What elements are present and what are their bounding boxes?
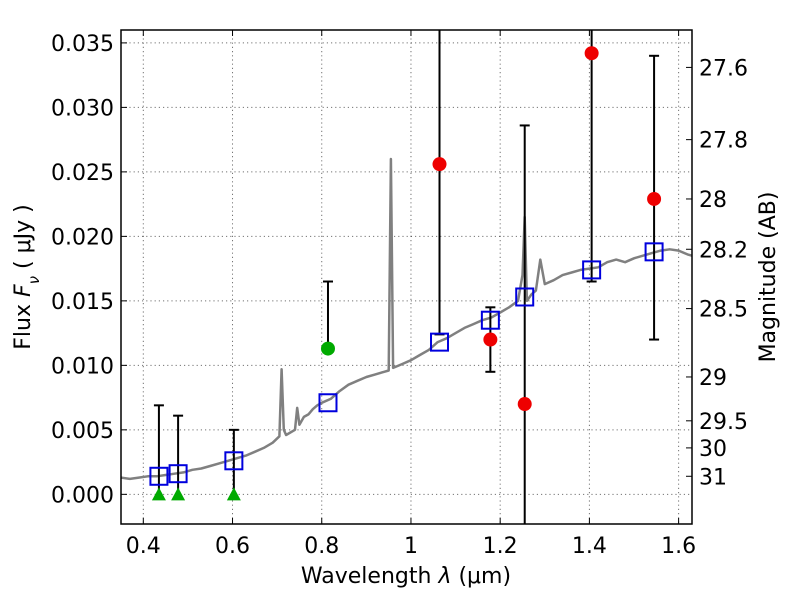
model-photometry-square: [318, 393, 338, 413]
y-tick-label: 0.010: [51, 354, 114, 379]
model-photometry-square: [224, 451, 244, 471]
model-photometry-square: [430, 332, 450, 352]
x-tick-label: 1.6: [661, 534, 696, 559]
y2-tick-label: 28.2: [699, 238, 748, 263]
grid-lines: [121, 30, 692, 524]
x-tick-label: 0.6: [215, 534, 250, 559]
model-spectrum-line: [121, 157, 692, 481]
observed-flux-point: [320, 341, 335, 356]
y-tick-label: 0.020: [51, 225, 114, 250]
y2-tick-label: 27.8: [699, 129, 748, 154]
observed-flux-point: [432, 157, 447, 172]
x-tick-label: 1.4: [572, 534, 607, 559]
observed-flux-point: [517, 397, 532, 412]
x-axis-title: Wavelength λ (μm): [301, 564, 511, 589]
observed-flux-point: [584, 46, 599, 61]
observed-flux-point: [647, 191, 662, 206]
model-photometry-square: [582, 260, 602, 280]
y2-tick-label: 28.5: [699, 298, 748, 323]
x-tick-label: 0.4: [126, 534, 161, 559]
model-photometry-square: [515, 287, 535, 307]
observed-flux-point: [483, 332, 498, 347]
y2-tick-label: 27.6: [699, 56, 748, 81]
y2-tick-label: 30: [699, 437, 727, 462]
x-tick-label: 1.2: [483, 534, 518, 559]
upper-limit-triangle: [171, 487, 186, 501]
y-tick-label: 0.005: [51, 419, 114, 444]
y2-tick-label: 28: [699, 188, 727, 213]
y-axis-title: Flux Fν ( μJy ): [11, 204, 43, 349]
x-tick-label: 0.8: [304, 534, 339, 559]
y2-tick-label: 31: [699, 465, 727, 490]
plot-frame: [120, 29, 693, 525]
model-photometry-square: [149, 466, 169, 486]
y-tick-label: 0.035: [51, 32, 114, 57]
y2-axis-title: Magnitude (AB): [756, 192, 781, 363]
y2-tick-label: 29.5: [699, 410, 748, 435]
axis-ticks: 0.4 0.6 0.8 1 1.2 1.4 1.6 0.000 0.005 0.010 0.015 0…: [51, 30, 748, 559]
y-tick-label: 0.015: [51, 290, 114, 315]
x-tick-label: 1: [404, 534, 418, 559]
model-photometry-square: [644, 242, 664, 262]
upper-limit-triangle: [151, 487, 166, 501]
upper-limit-triangle: [226, 487, 241, 501]
y-tick-label: 0.025: [51, 161, 114, 186]
y2-tick-label: 29: [699, 366, 727, 391]
plot-area: [121, 30, 692, 524]
model-photometry-square: [168, 464, 188, 484]
model-photometry-square: [480, 310, 500, 330]
y-tick-label: 0.030: [51, 96, 114, 121]
y-tick-label: 0.000: [51, 483, 114, 508]
